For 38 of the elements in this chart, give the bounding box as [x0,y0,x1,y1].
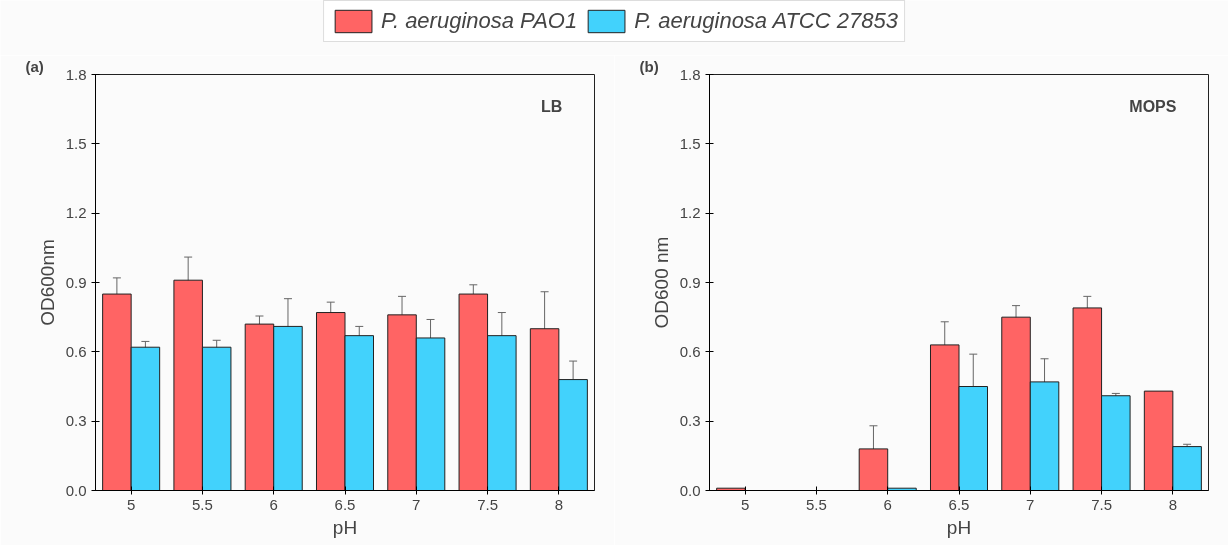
x-tick-label: 7 [1026,495,1035,513]
x-axis-title: pH [946,516,972,538]
x-tick-label: 6.5 [334,495,356,513]
x-tick-label: 5 [740,495,750,513]
x-tick-label: 7 [412,495,421,513]
annotation: MOPS [1129,97,1177,115]
x-tick-label: 8 [554,495,564,513]
x-tick-label: 7.5 [477,495,498,513]
y-tick-label: 1.5 [679,134,701,152]
x-tick-label: 5 [126,495,136,513]
y-tick-label: 0.3 [679,412,701,430]
x-tick-label: 6.5 [948,495,970,513]
legend-label: P. aeruginosa ATCC 27853 [634,8,898,34]
x-axis-title: pH [332,516,358,538]
text: (a) [25,57,44,75]
y-axis-title: OD600 nm [650,236,672,329]
y-tick-label: 0.3 [65,412,87,430]
y-tick-label: 0.9 [65,273,87,291]
y-tick-label: 0.6 [65,342,87,360]
y-axis-title: OD600nm [36,239,58,326]
text: (b) [639,57,659,75]
y-tick-label: 1.5 [65,134,87,152]
y-tick-label: 1.2 [65,204,87,222]
y-tick-label: 1.8 [65,65,87,83]
y-tick-label: 0.9 [679,273,701,291]
x-tick-label: 7.5 [1091,495,1112,513]
y-tick-label: 0.6 [679,342,701,360]
x-tick-label: 5.5 [806,495,827,513]
y-tick-label: 0.0 [679,481,701,499]
y-tick-label: 0.0 [65,481,87,499]
y-tick-label: 1.8 [679,65,701,83]
annotation: LB [541,97,563,115]
y-tick-label: 1.2 [679,204,701,222]
x-tick-label: 5.5 [192,495,213,513]
x-tick-label: 8 [1168,495,1178,513]
legend-label: P. aeruginosa PAO1 [381,8,578,34]
x-tick-label: 6 [269,495,278,513]
x-tick-label: 6 [883,495,892,513]
